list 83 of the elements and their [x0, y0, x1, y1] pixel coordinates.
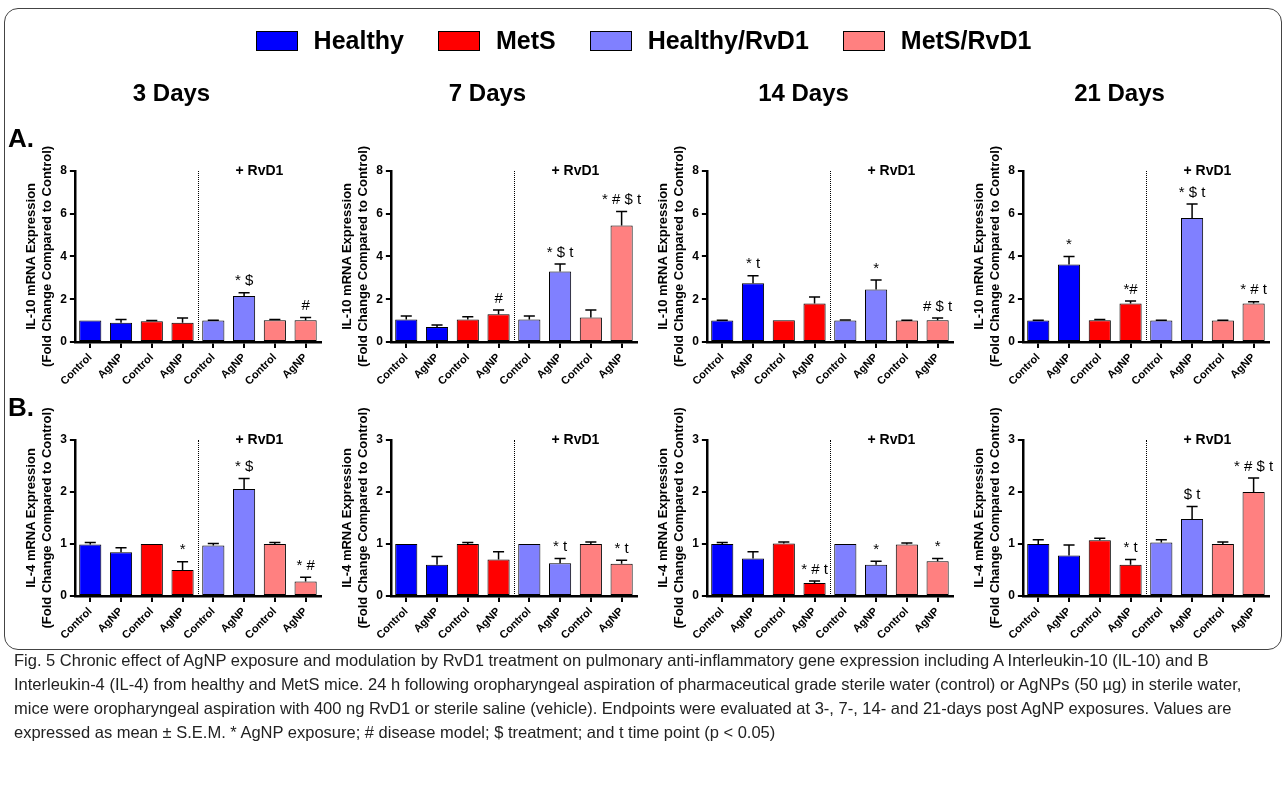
y-tick-label: 8	[376, 163, 384, 178]
data-label: $ t	[1183, 485, 1202, 503]
y-tick-label: 2	[692, 484, 700, 499]
y-tick-label: 8	[60, 163, 68, 178]
data-label: * $	[234, 271, 254, 289]
legend-label: Healthy/RvD1	[647, 26, 809, 55]
y-tick-label: 4	[1008, 248, 1016, 263]
data-label: * # t	[1240, 280, 1268, 298]
y-tick-label: 0	[692, 588, 700, 603]
data-label: * # $ t	[602, 190, 643, 208]
y-tick-label: 2	[1008, 484, 1016, 499]
y-axis-title: IL-4 mRNA Expression (Fold Change Compared to Control)	[339, 407, 370, 629]
annotation: + RvD1	[867, 161, 916, 178]
data-label: *	[179, 540, 186, 558]
legend-label: Healthy	[313, 26, 404, 55]
y-tick-label: 0	[376, 588, 384, 603]
data-label: * # $ t	[1234, 456, 1275, 474]
y-axis-title: IL-4 mRNA Expression (Fold Change Compared to Control)	[971, 407, 1002, 629]
data-label: *	[873, 258, 880, 276]
annotation: + RvD1	[235, 430, 284, 447]
y-tick-label: 2	[1008, 291, 1016, 306]
legend-label: MetS	[495, 26, 556, 55]
y-axis-title: IL-10 mRNA Expression (Fold Change Compared to Control)	[655, 145, 686, 367]
y-tick-label: 1	[60, 536, 68, 551]
chart-title: 7 Days	[448, 79, 527, 107]
y-tick-label: 3	[1008, 432, 1016, 447]
data-label: * #	[296, 555, 316, 573]
data-label: * t	[552, 537, 568, 555]
data-label: * $ t	[1178, 182, 1207, 200]
y-tick-label: 1	[1008, 536, 1016, 551]
y-tick-label: 0	[692, 334, 700, 349]
y-tick-label: 2	[376, 291, 384, 306]
y-tick-label: 1	[376, 536, 384, 551]
chart-title: 3 Days	[132, 79, 211, 107]
data-label: #	[494, 288, 504, 306]
y-axis-title: IL-10 mRNA Expression (Fold Change Compared to Control)	[971, 145, 1002, 367]
annotation: + RvD1	[551, 430, 600, 447]
y-axis-title: IL-10 mRNA Expression (Fold Change Compared to Control)	[339, 145, 370, 367]
y-tick-label: 4	[692, 248, 700, 263]
y-tick-label: 0	[1008, 334, 1016, 349]
chart-title: 14 Days	[758, 79, 849, 107]
y-tick-label: 2	[60, 484, 68, 499]
y-tick-label: 0	[60, 588, 68, 603]
caption: Fig. 5 Chronic effect of AgNP exposure and modulation by RvD1 treatment on pulmonary anti-inflammatory gene expression including A Interleukin-10 (IL-10) and B Interleukin-4 (IL-4) from healthy and MetS mice. 24 h following oropharyngeal aspiration of pharmaceutical grade sterile water (control) or AgNPs (50 µg) in sterile water, mice were oropharyngeal aspiration with 400 ng RvD1 or sterile saline (vehicle). Endpoints were evaluated at 3-, 7-, 14- and 21-days post AgNP exposures. Values are expressed as mean ± S.E.M. * AgNP exposure; # disease model; $ treatment; and t time point (p < 0.05)	[14, 650, 1243, 743]
data-label: *#	[1123, 279, 1139, 297]
text: A.	[8, 122, 34, 154]
y-tick-label: 0	[1008, 588, 1016, 603]
y-tick-label: 4	[376, 248, 384, 263]
y-tick-label: 6	[60, 205, 68, 220]
data-label: *	[934, 537, 941, 555]
y-tick-label: 2	[60, 291, 68, 306]
y-tick-label: 3	[376, 432, 384, 447]
y-tick-label: 6	[692, 205, 700, 220]
y-tick-label: 1	[692, 536, 700, 551]
data-label: * t	[614, 538, 630, 556]
annotation: + RvD1	[1183, 430, 1232, 447]
y-tick-label: 0	[376, 334, 384, 349]
annotation: + RvD1	[1183, 161, 1232, 178]
y-tick-label: 4	[60, 248, 68, 263]
annotation: + RvD1	[867, 430, 916, 447]
annotation: + RvD1	[551, 161, 600, 178]
legend-label: MetS/RvD1	[900, 26, 1032, 55]
y-tick-label: 6	[1008, 205, 1016, 220]
y-axis-title: IL-4 mRNA Expression (Fold Change Compared to Control)	[655, 407, 686, 629]
data-label: *	[1066, 235, 1073, 253]
data-label: * $ t	[546, 242, 575, 260]
y-tick-label: 8	[692, 163, 700, 178]
y-tick-label: 6	[376, 205, 384, 220]
data-label: * t	[1123, 538, 1139, 556]
data-label: * t	[745, 254, 761, 272]
y-tick-label: 3	[60, 432, 68, 447]
y-tick-label: 3	[692, 432, 700, 447]
chart-title: 21 Days	[1074, 79, 1165, 107]
data-label: * # t	[801, 559, 829, 577]
y-tick-label: 8	[1008, 163, 1016, 178]
data-label: *	[873, 539, 880, 557]
y-tick-label: 2	[692, 291, 700, 306]
y-tick-label: 2	[376, 484, 384, 499]
data-label: # $ t	[923, 296, 954, 314]
data-label: * $	[234, 457, 254, 475]
y-tick-label: 0	[60, 334, 68, 349]
annotation: + RvD1	[235, 161, 284, 178]
data-label: #	[301, 296, 311, 314]
